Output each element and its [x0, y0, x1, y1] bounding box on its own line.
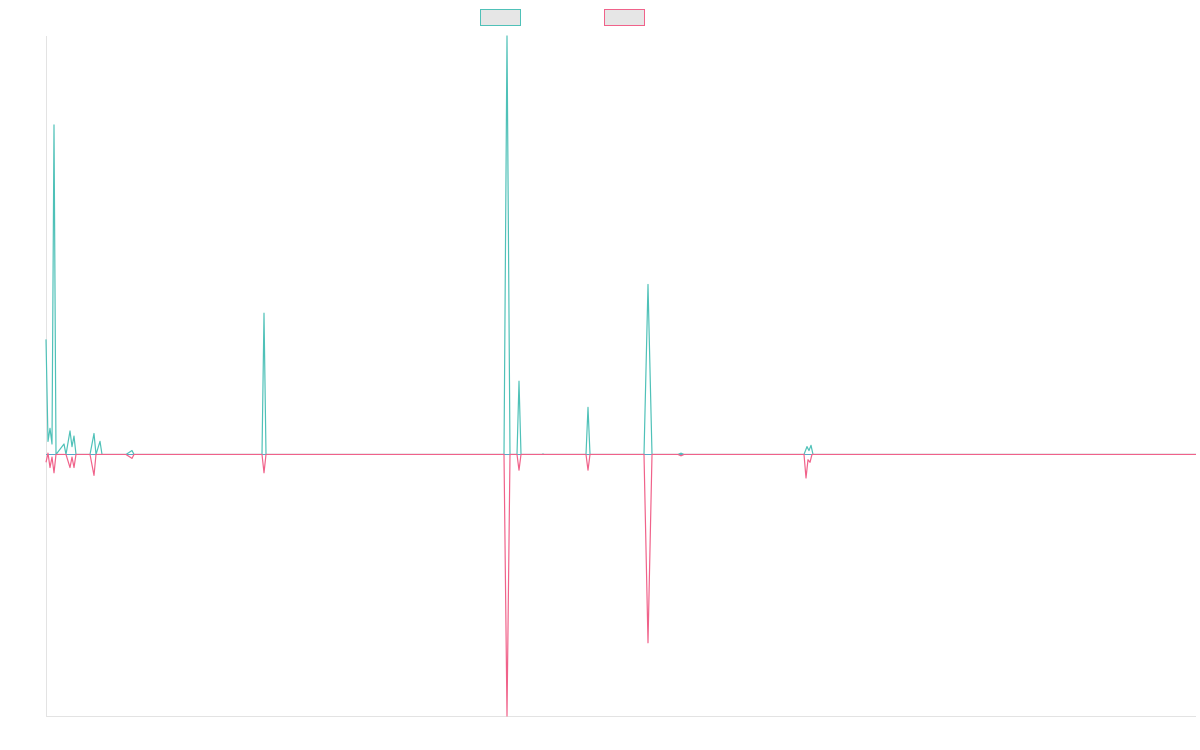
series-layer [45, 35, 1196, 717]
legend-swatch-series-1[interactable] [480, 9, 521, 26]
series-1-line [45, 35, 1196, 456]
legend[interactable] [480, 9, 645, 26]
legend-swatch-series-2[interactable] [604, 9, 645, 26]
series-2-line [45, 452, 1196, 717]
